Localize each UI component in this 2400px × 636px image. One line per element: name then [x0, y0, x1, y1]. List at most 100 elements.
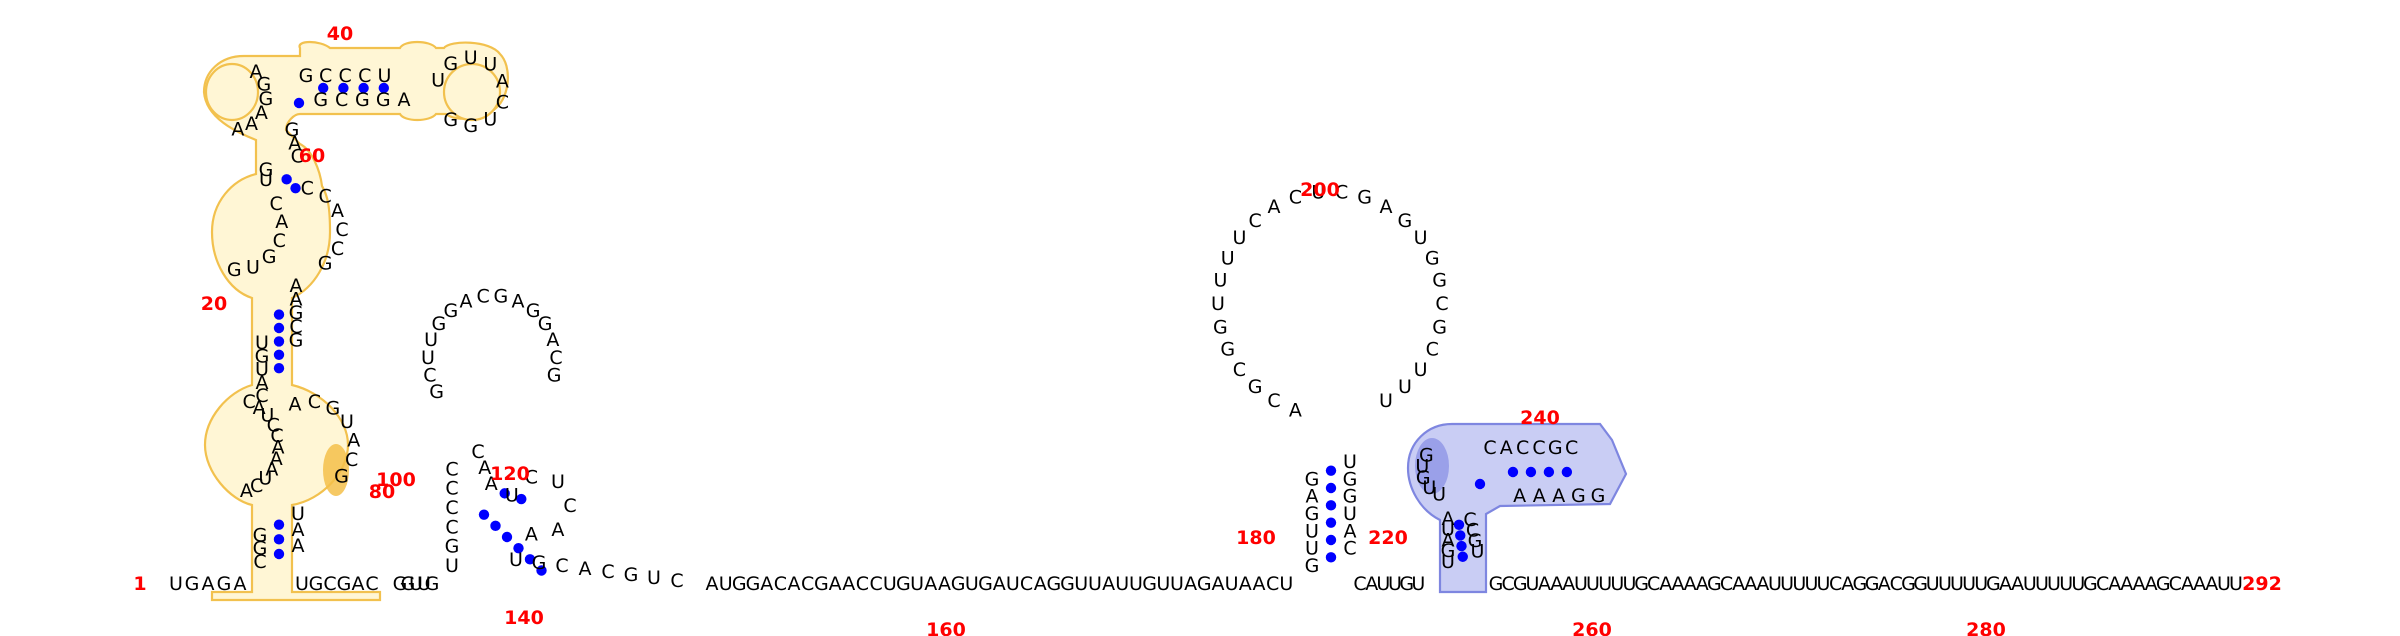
nucleotide-17: U	[260, 405, 274, 427]
nucleotide-138: C	[801, 573, 814, 595]
nucleotide-86: A	[352, 573, 365, 595]
nucleotide-235: G	[1591, 485, 1606, 507]
nucleotide-93: U	[445, 555, 459, 577]
index-label-120: 120	[490, 463, 530, 485]
nucleotide-172: C	[1266, 573, 1279, 595]
nucleotide-269: U	[1792, 573, 1806, 595]
nucleotide-56: C	[335, 89, 348, 111]
nucleotide-128: G	[624, 564, 639, 586]
nucleotide-104: G	[444, 300, 459, 322]
nucleotide-26: U	[246, 256, 260, 278]
nucleotide-164: U	[1156, 573, 1170, 595]
nucleotide-275: G	[1865, 573, 1880, 595]
nucleotide-132: U	[719, 573, 733, 595]
nucleotide-299: G	[2156, 573, 2171, 595]
index-label-240: 240	[1520, 407, 1560, 429]
nucleotide-22: U	[255, 359, 269, 381]
base-pair-13	[338, 82, 349, 94]
nucleotide-105: A	[460, 291, 473, 313]
nucleotide-254: U	[1610, 573, 1624, 595]
nucleotide-163: G	[1142, 573, 1157, 595]
nucleotide-147: A	[924, 573, 937, 595]
nucleotide-124: G	[532, 552, 547, 574]
highlight-loop-right	[442, 62, 502, 122]
nucleotide-203: C	[1426, 339, 1439, 361]
nucleotide-118: C	[525, 466, 538, 488]
nucleotide-278: G	[1901, 573, 1916, 595]
nucleotide-179: G	[1305, 468, 1320, 490]
nucleotide-115: A	[478, 457, 491, 479]
nucleotide-100: C	[423, 365, 436, 387]
nucleotide-98: C	[445, 458, 458, 480]
nucleotide-32: G	[259, 159, 274, 181]
nucleotide-160: A	[1102, 573, 1115, 595]
nucleotide-54: G	[376, 89, 391, 111]
base-pair-27	[1325, 500, 1337, 511]
nucleotide-101: U	[421, 347, 435, 369]
nucleotide-200: G	[1432, 270, 1447, 292]
nucleotide-166: A	[1184, 573, 1197, 595]
nucleotide-224: U	[1432, 483, 1446, 505]
nucleotide-182: G	[1248, 376, 1263, 398]
nucleotide-39: G	[299, 65, 314, 87]
nucleotide-1: U	[169, 573, 183, 595]
nucleotide-41: C	[339, 65, 352, 87]
nucleotide-280: U	[1926, 573, 1940, 595]
highlight-loop-left	[204, 62, 260, 122]
nucleotide-58: G	[285, 119, 300, 141]
nucleotide-154: C	[1020, 573, 1033, 595]
base-pair-15	[378, 82, 389, 94]
nucleotide-102: U	[424, 329, 438, 351]
nucleotide-226: G	[1416, 467, 1431, 489]
nucleotide-165: U	[1170, 573, 1184, 595]
nucleotide-96: C	[445, 497, 458, 519]
nucleotide-216: U	[1388, 573, 1402, 595]
nucleotide-263: C	[1720, 573, 1733, 595]
nucleotide-72: A	[289, 394, 302, 416]
nucleotide-243: U	[1471, 541, 1485, 563]
nucleotide-156: G	[1047, 573, 1062, 595]
base-pair-5	[273, 349, 285, 360]
nucleotide-253: U	[1598, 573, 1612, 595]
nucleotide-198: U	[1414, 227, 1428, 249]
nucleotide-213: C	[1353, 573, 1366, 595]
nucleotide-137: A	[788, 573, 801, 595]
nucleotide-284: U	[1974, 573, 1988, 595]
nucleotide-175: U	[1305, 538, 1319, 560]
nucleotide-24: U	[255, 332, 269, 354]
nucleotide-227: U	[1415, 455, 1429, 477]
nucleotide-48: A	[496, 71, 509, 93]
nucleotide-114: C	[471, 441, 484, 463]
nucleotide-191: A	[1268, 196, 1281, 218]
nucleotide-187: U	[1213, 270, 1227, 292]
nucleotide-273: A	[1841, 573, 1854, 595]
nucleotide-35: A	[255, 102, 268, 124]
nucleotide-297: A	[2133, 573, 2146, 595]
nucleotide-293: G	[2083, 573, 2098, 595]
nucleotide-122: A	[525, 524, 538, 546]
base-pair-4	[273, 363, 285, 374]
nucleotide-119: U	[551, 471, 565, 493]
base-pair-37	[1543, 466, 1555, 478]
nucleotide-209: G	[1343, 486, 1358, 508]
nucleotide-109: G	[526, 300, 541, 322]
nucleotide-92: G	[425, 573, 440, 595]
nucleotide-248: A	[1538, 573, 1551, 595]
nucleotide-233: G	[1548, 437, 1563, 459]
nucleotide-4: G	[217, 573, 232, 595]
nucleotide-228: G	[1419, 445, 1434, 467]
nucleotide-261: A	[1696, 573, 1709, 595]
nucleotide-50: U	[483, 108, 497, 130]
index-label-140: 140	[504, 607, 544, 629]
nucleotide-205: U	[1398, 376, 1412, 398]
nucleotide-173: U	[1279, 573, 1293, 595]
nucleotide-195: G	[1357, 187, 1372, 209]
base-pair-9	[290, 182, 301, 194]
nucleotide-13: A	[270, 448, 283, 470]
nucleotide-302: A	[2193, 573, 2206, 595]
nucleotide-125: C	[555, 555, 568, 577]
nucleotide-88: G	[393, 573, 408, 595]
base-pair-layer	[273, 82, 1573, 576]
nucleotide-183: C	[1233, 359, 1246, 381]
